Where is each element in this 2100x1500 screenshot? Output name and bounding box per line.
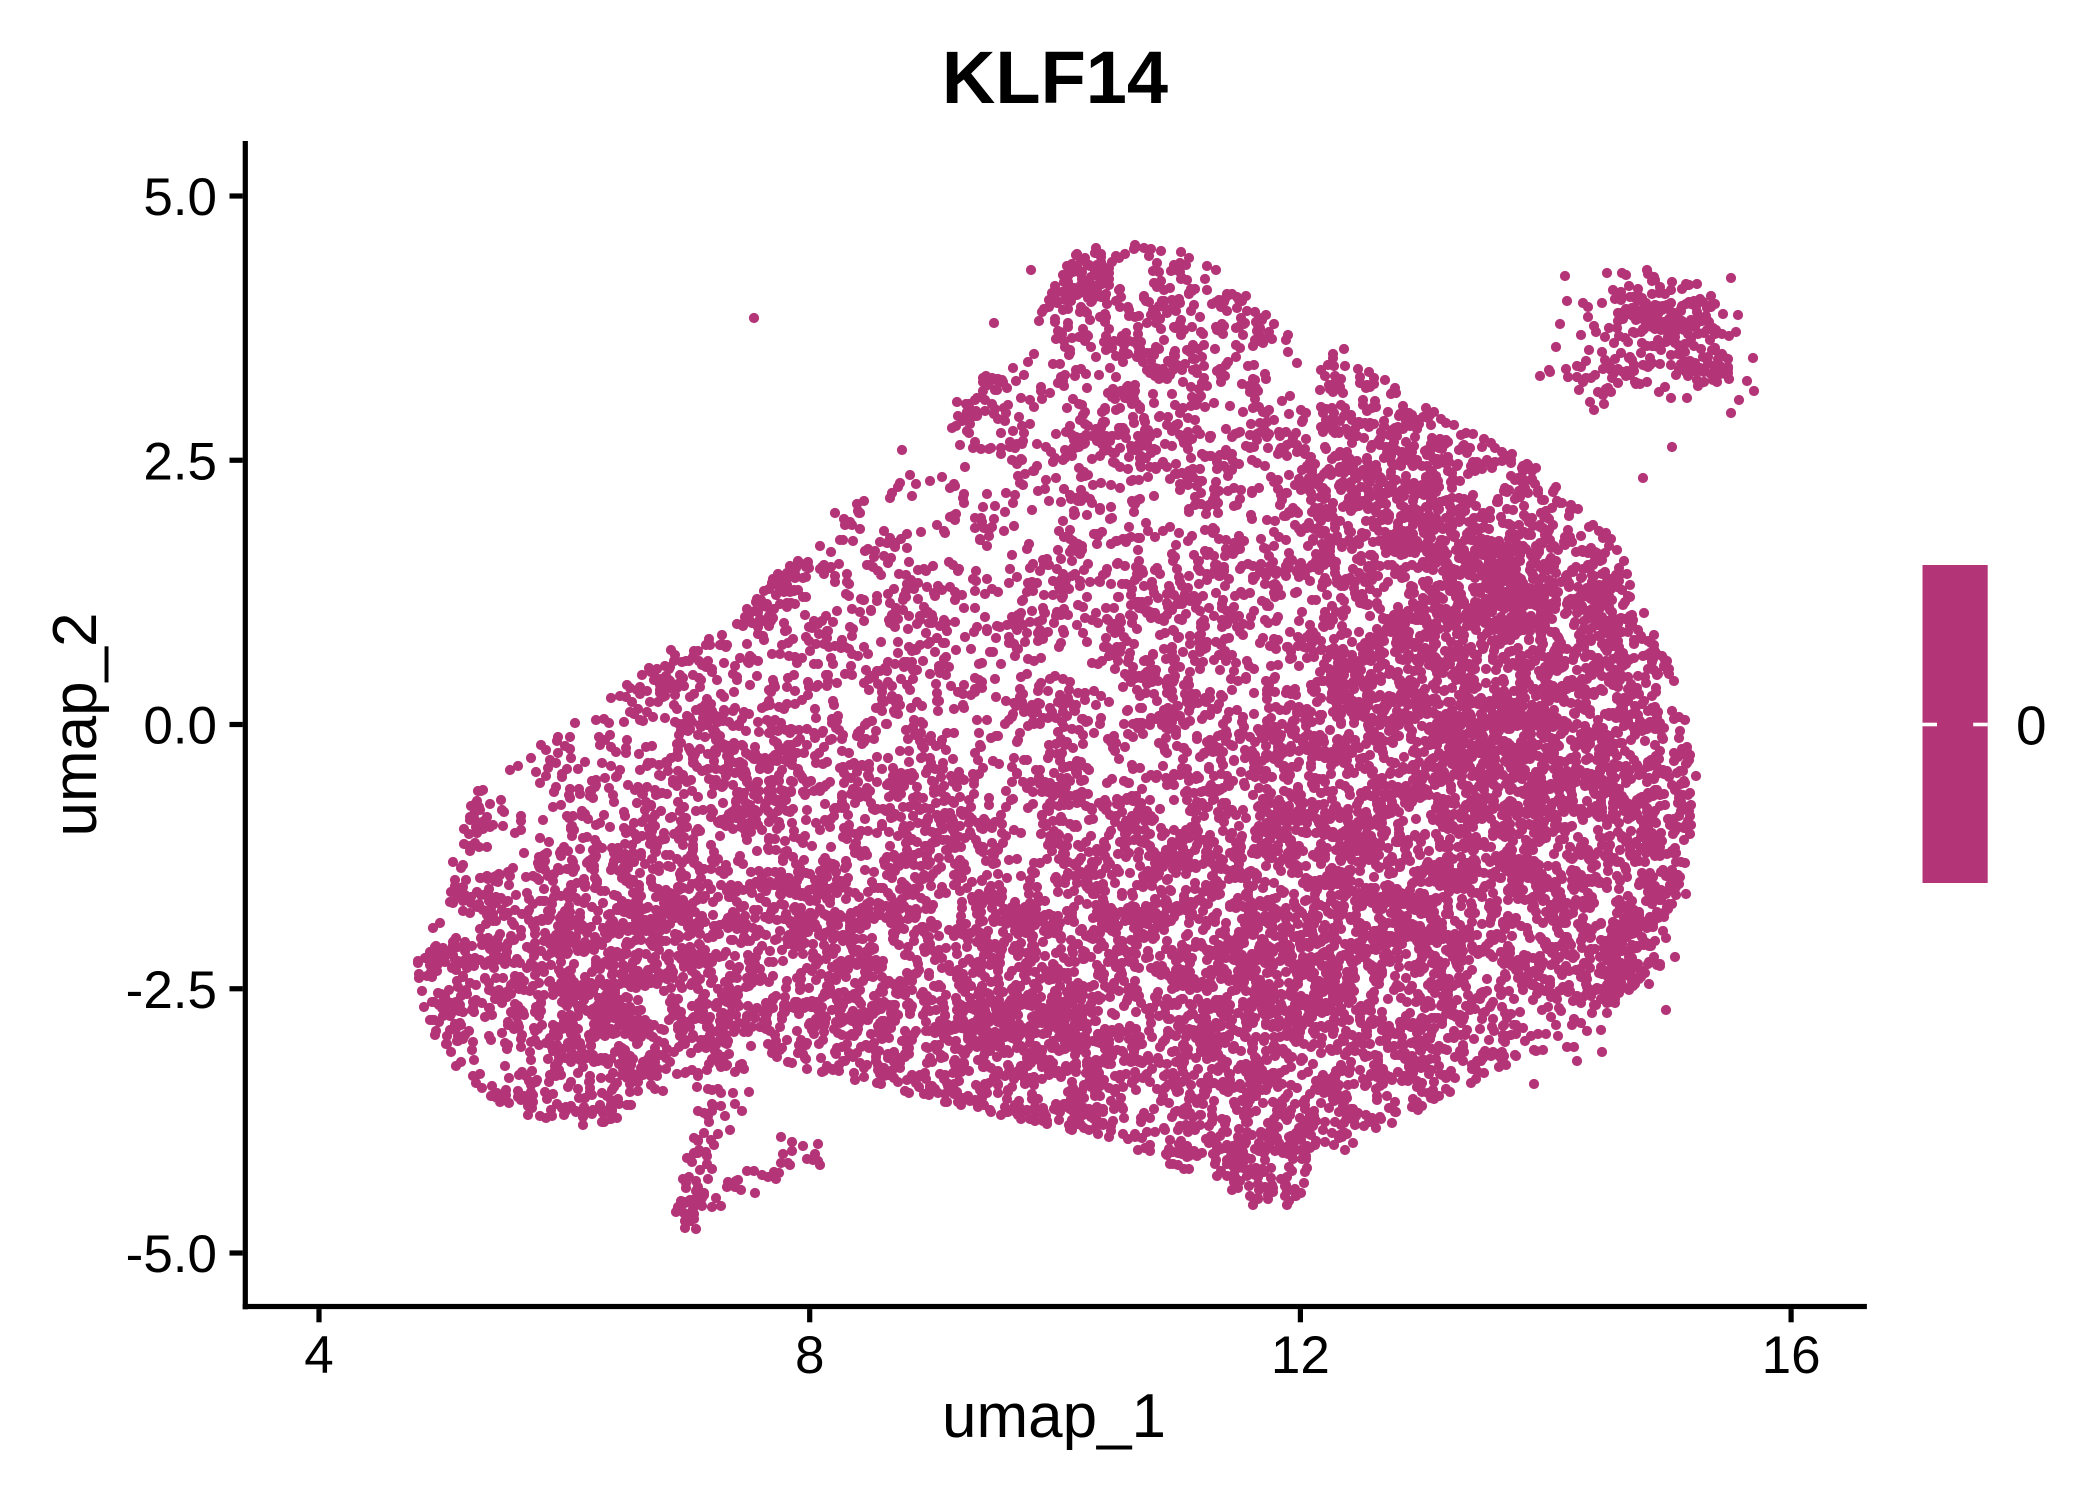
svg-text:umap_2: umap_2 xyxy=(41,612,110,836)
svg-text:12: 12 xyxy=(1271,1326,1330,1385)
svg-text:-5.0: -5.0 xyxy=(126,1225,217,1284)
svg-text:5.0: 5.0 xyxy=(143,168,217,227)
svg-text:umap_1: umap_1 xyxy=(942,1382,1166,1451)
svg-text:0: 0 xyxy=(2016,695,2047,757)
svg-text:2.5: 2.5 xyxy=(143,432,217,491)
svg-text:8: 8 xyxy=(795,1326,824,1385)
svg-text:KLF14: KLF14 xyxy=(942,36,1168,119)
svg-text:0.0: 0.0 xyxy=(143,697,217,756)
svg-text:-2.5: -2.5 xyxy=(126,961,217,1020)
svg-text:4: 4 xyxy=(304,1326,333,1385)
svg-text:16: 16 xyxy=(1762,1326,1821,1385)
